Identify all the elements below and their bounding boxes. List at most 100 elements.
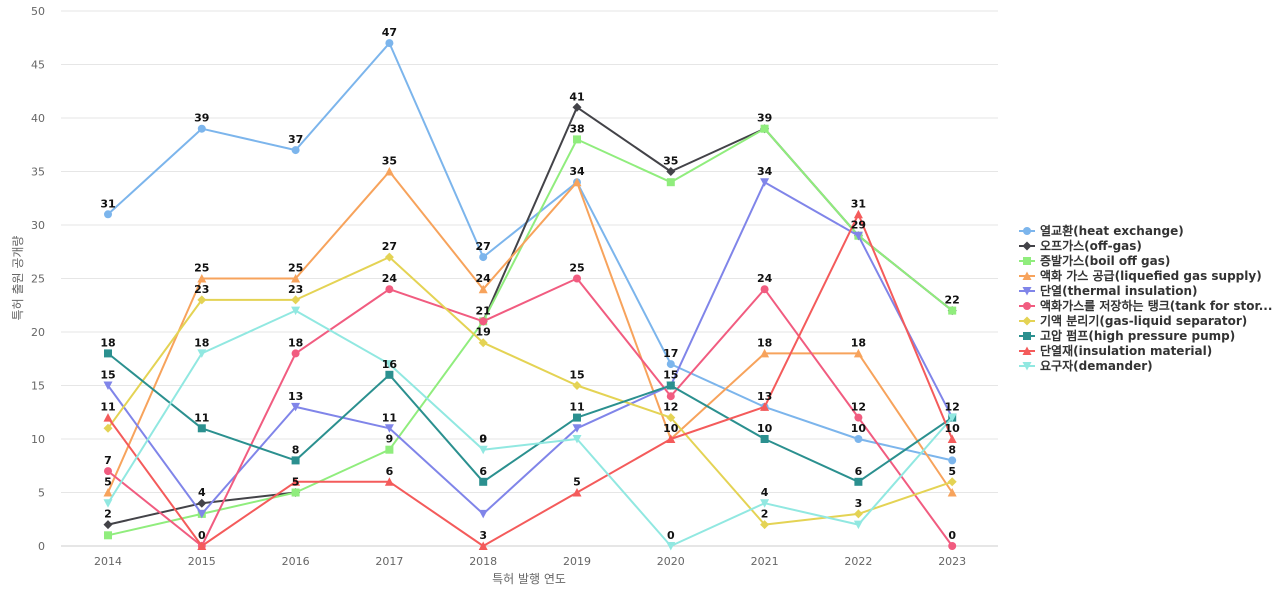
data-point-marker [948,542,957,550]
data-point-marker [197,541,207,550]
x-tick-label: 2018 [469,555,497,568]
data-label: 16 [382,358,398,371]
data-point-marker [384,477,394,486]
data-label: 31 [100,197,115,210]
data-point-marker [947,434,957,443]
data-point-marker [103,381,113,390]
data-point-marker [573,135,581,144]
data-label: 0 [948,529,956,542]
data-point-marker [479,317,488,326]
data-label: 5 [573,476,581,489]
legend-label: 단열(thermal insulation) [1040,283,1197,298]
data-point-marker [573,274,581,283]
data-point-marker [197,295,207,305]
data-point-marker [1023,257,1031,265]
data-point-marker [572,381,582,390]
series-line [107,42,953,462]
series-5 [104,274,957,550]
legend-item[interactable]: 단열(thermal insulation) [1019,283,1197,298]
data-point-marker [947,477,957,487]
data-label: 0 [198,529,206,542]
legend-item[interactable]: 증발가스(boil off gas) [1019,253,1170,268]
data-label: 2 [761,508,769,521]
x-tick-label: 2022 [844,555,872,568]
data-point-marker [478,541,488,550]
y-tick-label: 15 [31,380,45,393]
data-label: 3 [479,529,487,542]
legend-item[interactable]: 액화가스를 저장하는 탱크(tank for stor... [1019,298,1272,313]
data-point-marker [853,509,863,519]
legend-item[interactable]: 요구자(demander) [1019,358,1153,373]
data-point-marker [573,413,581,422]
data-label: 29 [851,219,866,232]
data-point-marker [760,348,770,358]
data-point-marker [197,509,207,519]
y-tick-label: 30 [31,219,45,232]
data-label: 2 [104,508,112,521]
data-point-marker [291,488,300,497]
data-point-marker [385,370,394,379]
data-point-marker [572,424,582,433]
series-6 [103,252,957,530]
legend-label: 액화 가스 공급(liquefied gas supply) [1040,268,1262,283]
legend-item[interactable]: 열교환(heat exchange) [1019,223,1184,238]
data-label: 23 [288,283,303,296]
legend-item[interactable]: 오프가스(off-gas) [1019,238,1142,253]
data-point-marker [385,39,394,48]
data-point-marker [385,445,394,454]
legend: 열교환(heat exchange)오프가스(off-gas)증발가스(boil… [1019,223,1272,373]
series-line [107,213,954,547]
series-0 [104,39,957,465]
data-point-marker [666,167,676,176]
data-point-marker [103,413,113,422]
x-tick-label: 2016 [282,555,310,568]
series-1 [103,102,957,530]
data-point-marker [291,349,300,358]
data-label: 8 [948,443,956,456]
data-label: 24 [382,272,398,285]
x-tick-label: 2023 [938,555,966,568]
data-point-marker [104,349,112,358]
data-point-marker [1023,302,1031,310]
y-tick-label: 20 [31,326,45,339]
data-point-marker [103,520,113,530]
y-tick-label: 50 [31,5,45,18]
data-point-marker [948,306,957,315]
data-label: 15 [100,369,115,382]
data-label: 10 [945,422,961,435]
legend-item[interactable]: 액화 가스 공급(liquefied gas supply) [1019,268,1262,283]
data-point-marker [853,348,863,358]
data-point-marker [1022,271,1032,280]
data-point-marker [197,498,207,508]
data-label: 25 [288,262,303,275]
series-layer [103,39,957,551]
data-label: 9 [386,433,394,446]
data-label: 27 [382,240,397,253]
series-9 [103,306,957,551]
y-tick-label: 45 [31,59,45,72]
data-label: 18 [288,336,303,349]
data-point-marker [291,306,301,316]
data-label: 5 [292,476,300,489]
data-label: 25 [569,262,584,275]
data-point-marker [853,231,863,241]
data-label: 11 [569,401,584,414]
data-label: 35 [663,155,678,168]
data-label: 18 [194,336,209,349]
data-point-marker [572,488,582,497]
data-point-marker [103,488,113,497]
data-point-marker [572,102,582,112]
data-point-marker [291,402,301,412]
data-label: 39 [194,112,209,125]
data-point-marker [760,178,770,187]
data-label: 34 [569,165,585,178]
series-line [107,256,953,526]
legend-item[interactable]: 기액 분리기(gas-liquid separator) [1019,313,1247,328]
legend-label: 오프가스(off-gas) [1040,238,1142,253]
legend-item[interactable]: 단열재(insulation material) [1019,343,1212,358]
data-label: 24 [757,272,773,285]
legend-item[interactable]: 고압 펌프(high pressure pump) [1019,328,1235,343]
data-label: 5 [948,465,956,478]
data-label: 35 [382,155,397,168]
